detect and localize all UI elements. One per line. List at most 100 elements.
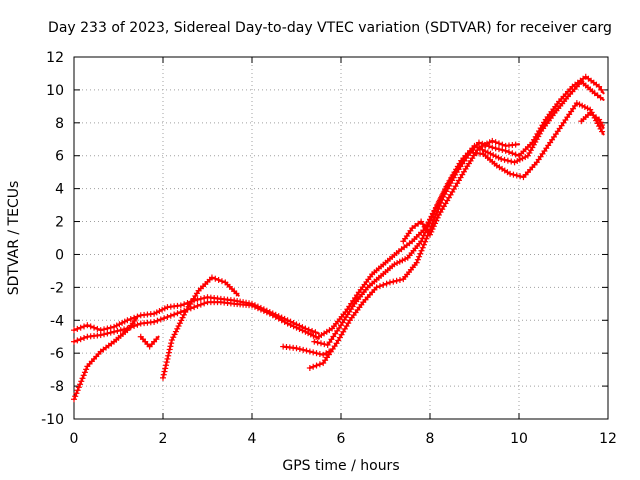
data-point [172,328,179,335]
data-point [300,346,307,353]
data-point [321,341,328,348]
data-point [80,372,87,379]
data-point [413,259,420,266]
data-point [179,314,186,321]
data-point [75,384,82,391]
data-point [383,280,390,287]
data-point [83,366,90,373]
data-point [479,146,486,153]
data-point [151,318,158,325]
data-point [581,104,588,111]
data-point [71,396,77,403]
data-point [296,326,303,333]
series-line-6 [308,101,605,370]
data-point [161,305,168,312]
data-point [97,332,104,339]
x-tick-label: 0 [70,431,79,447]
data-point [434,214,441,221]
data-point [284,320,291,327]
data-point [399,257,406,264]
y-tick-label: -6 [50,346,64,362]
y-tick-label: 10 [46,83,64,99]
data-point [514,157,521,164]
data-point [599,122,606,129]
data-point [499,146,506,153]
data-point [419,244,426,251]
data-point [107,329,114,336]
data-point [73,390,80,397]
data-point [430,223,437,230]
data-point [87,323,94,330]
data-point [490,152,497,159]
data-point [164,313,171,320]
data-point [171,331,178,338]
data-point [72,393,79,400]
data-point [495,154,502,161]
data-point [302,328,309,335]
data-point [74,325,81,332]
data-point [417,250,424,257]
data-point [310,332,317,339]
data-point [516,156,523,163]
y-tick-label: 12 [46,50,64,66]
data-point [197,301,204,308]
data-point [78,378,85,385]
series-line-3 [161,276,240,379]
data-point [306,364,313,371]
data-point [181,301,188,308]
data-point [306,348,313,355]
data-point [81,323,88,330]
data-point [376,283,383,290]
data-point [513,172,520,179]
data-point [167,312,174,319]
data-point [208,274,215,281]
data-point [314,339,321,346]
x-tick-label: 6 [337,431,346,447]
data-point [151,310,158,317]
data-point [296,346,303,353]
data-point [260,307,267,314]
y-tick-label: -2 [50,280,64,296]
data-point [303,347,310,354]
data-point [153,336,160,343]
data-point [481,141,488,148]
data-point [429,226,436,233]
data-point [307,331,314,338]
data-point [191,304,198,311]
data-point [194,302,201,309]
data-point [394,260,401,267]
y-axis-label: SDTVAR / TECUs [6,181,22,296]
data-point [396,276,403,283]
data-point [505,149,512,156]
series-line-7 [313,80,605,347]
data-point [194,296,201,303]
data-point [249,302,255,309]
data-point [418,238,425,245]
data-point [74,387,81,394]
data-point [483,140,490,147]
data-point [487,150,494,157]
data-point [201,300,208,307]
data-point [174,325,181,332]
data-point [101,331,108,338]
data-point [71,327,77,334]
y-tick-label: -4 [50,313,64,329]
x-axis: 0 2 4 6 8 10 12 [70,57,617,447]
x-tick-label: 8 [426,431,435,447]
data-point [489,137,496,144]
data-point [79,375,86,382]
data-point [507,170,514,177]
data-point [81,334,88,341]
data-point [393,277,400,284]
data-point [157,316,164,323]
data-point [475,144,482,151]
data-point [114,327,121,334]
data-point [499,141,506,148]
data-point [113,322,120,329]
data-point [263,309,270,316]
data-point [71,338,77,345]
data-point [163,359,170,366]
data-point [121,318,128,325]
data-point [402,256,409,263]
data-point [597,94,604,101]
